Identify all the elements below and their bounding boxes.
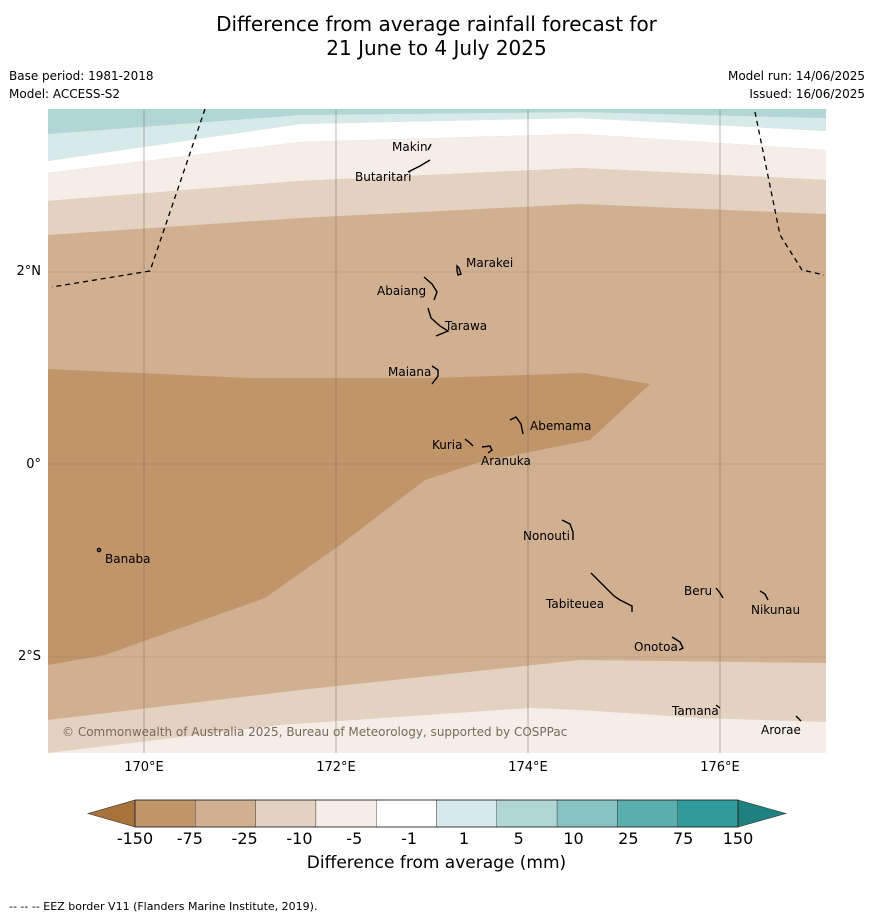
beru-island bbox=[715, 587, 724, 599]
colorbar-tick-label: 10 bbox=[563, 829, 584, 848]
label-banaba: Banaba bbox=[105, 552, 151, 566]
label-maiana: Maiana bbox=[388, 365, 431, 379]
colorbar-tick-label: -75 bbox=[176, 829, 203, 848]
label-abaiang: Abaiang bbox=[377, 284, 426, 298]
colorbar-segment bbox=[315, 799, 377, 828]
kuria-island bbox=[464, 438, 474, 447]
maiana-island bbox=[431, 365, 439, 385]
label-tabiteuea: Tabiteuea bbox=[545, 597, 604, 611]
graticule bbox=[48, 109, 826, 753]
lon-label-174e: 174°E bbox=[508, 760, 548, 775]
colorbar-segment bbox=[195, 799, 256, 828]
colorbar-segment bbox=[255, 799, 317, 828]
colorbar-tick-label: -5 bbox=[346, 829, 363, 848]
model-run: Model run: 14/06/2025 bbox=[727, 69, 865, 83]
colorbar-segment bbox=[556, 799, 618, 828]
rainfall-field: Makin Butaritari Marakei Abaiang Tarawa … bbox=[48, 109, 826, 753]
meta-right: Model run: 14/06/2025 Issued: 16/06/2025 bbox=[728, 67, 865, 103]
marakei-island bbox=[456, 264, 462, 276]
label-nonouti: Nonouti bbox=[523, 529, 570, 543]
lat-label-0: 0° bbox=[26, 457, 41, 472]
label-abemama: Abemama bbox=[530, 419, 591, 433]
title-line-1: Difference from average rainfall forecas… bbox=[216, 12, 657, 36]
tarawa-island bbox=[427, 307, 450, 337]
tamana-island bbox=[715, 704, 721, 709]
colorbar-tick-label: -10 bbox=[286, 829, 313, 848]
band-north-white bbox=[48, 118, 826, 173]
meta-left: Base period: 1981-2018 Model: ACCESS-S2 bbox=[9, 67, 154, 103]
label-onotoa: Onotoa bbox=[634, 640, 678, 654]
aranuka-island bbox=[481, 445, 493, 454]
eez-footnote: -- -- -- EEZ border V11 (Flanders Marine… bbox=[9, 900, 318, 913]
colorbar-tick-label: -150 bbox=[116, 829, 154, 848]
colorbar-tick-label: 5 bbox=[513, 829, 524, 848]
abaiang-island bbox=[423, 276, 438, 301]
tabiteuea-island bbox=[590, 572, 633, 612]
band-south-minus5 bbox=[48, 708, 826, 753]
label-kuria: Kuria bbox=[432, 438, 463, 452]
colorbar-tick-label: 75 bbox=[672, 829, 694, 848]
colorbar-tick-label: 25 bbox=[618, 829, 639, 848]
makin-island bbox=[427, 143, 432, 151]
label-nikunau: Nikunau bbox=[751, 603, 800, 617]
lon-label-170e: 170°E bbox=[124, 760, 164, 775]
label-butaritari: Butaritari bbox=[355, 170, 412, 184]
arorae-island bbox=[795, 715, 802, 722]
colorbar-segment bbox=[496, 799, 558, 828]
title-line-2: 21 June to 4 July 2025 bbox=[326, 36, 547, 60]
lon-label-172e: 172°E bbox=[316, 760, 356, 775]
colorbar-tick-label: -25 bbox=[231, 829, 258, 848]
islands bbox=[96, 143, 802, 722]
model-name: Model: ACCESS-S2 bbox=[9, 87, 121, 101]
band-central-minus75 bbox=[48, 369, 650, 665]
onotoa-island bbox=[671, 636, 684, 651]
issued-date: Issued: 16/06/2025 bbox=[749, 87, 865, 101]
lat-label-2s: 2°S bbox=[17, 649, 41, 664]
colorbar-extend-low bbox=[86, 799, 136, 828]
colorbar-tick-label: -1 bbox=[401, 829, 418, 848]
colorbar bbox=[86, 799, 788, 828]
label-arorae: Arorae bbox=[761, 723, 801, 737]
colorbar-outline bbox=[134, 799, 739, 828]
label-tarawa: Tarawa bbox=[444, 319, 487, 333]
lon-label-176e: 176°E bbox=[700, 760, 740, 775]
label-beru: Beru bbox=[684, 584, 712, 598]
banaba-island bbox=[96, 547, 102, 553]
colorbar-segment bbox=[134, 799, 196, 828]
map-title: Difference from average rainfall forecas… bbox=[0, 12, 873, 60]
colorbar-label: Difference from average (mm) bbox=[306, 853, 567, 873]
nikunau-island bbox=[759, 590, 769, 601]
colorbar-tick-label: 150 bbox=[722, 829, 754, 848]
island-labels: Makin Butaritari Marakei Abaiang Tarawa … bbox=[105, 140, 801, 737]
colorbar-segment bbox=[436, 799, 497, 828]
label-marakei: Marakei bbox=[466, 256, 513, 270]
copyright-text: © Commonwealth of Australia 2025, Bureau… bbox=[62, 725, 567, 739]
label-makin: Makin bbox=[392, 140, 428, 154]
eez-border-east bbox=[754, 111, 825, 276]
colorbar-tick-label: 1 bbox=[458, 829, 469, 848]
label-aranuka: Aranuka bbox=[481, 454, 531, 468]
nonouti-island bbox=[561, 519, 574, 540]
abemama-island bbox=[509, 416, 524, 435]
label-tamana: Tamana bbox=[671, 704, 719, 718]
base-period: Base period: 1981-2018 bbox=[9, 69, 154, 83]
colorbar-segment bbox=[617, 799, 678, 828]
band-north-minus5 bbox=[48, 134, 826, 201]
lat-label-2n: 2°N bbox=[16, 264, 42, 279]
colorbar-segment bbox=[677, 799, 739, 828]
colorbar-extend-high bbox=[737, 799, 788, 828]
eez-border-west bbox=[51, 109, 206, 288]
band-north-minus10 bbox=[48, 168, 826, 235]
band-north-5 bbox=[48, 109, 826, 134]
butaritari-island bbox=[407, 159, 431, 173]
colorbar-segment bbox=[376, 799, 437, 828]
band-north-1 bbox=[48, 112, 826, 161]
